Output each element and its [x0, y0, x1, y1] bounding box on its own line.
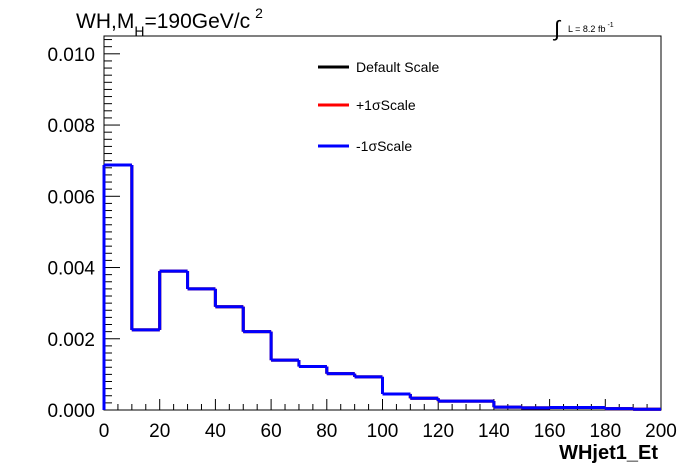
y-tick-label: 0.008	[47, 116, 95, 137]
x-tick-label: 40	[205, 421, 226, 442]
y-tick-label: 0.010	[47, 45, 95, 66]
y-tick-label: 0.002	[47, 330, 95, 351]
y-tick-label: 0.004	[47, 259, 95, 280]
legend-label: Default Scale	[356, 59, 439, 75]
title-subscript: H	[134, 23, 144, 39]
lumi-label: L = 8.2 fb -1	[568, 22, 614, 34]
x-tick-label: 100	[367, 421, 399, 442]
x-tick-label: 0	[99, 421, 110, 442]
x-axis-label: WHjet1_Et	[559, 442, 658, 464]
series-2	[102, 163, 661, 411]
x-tick-label: 200	[645, 421, 677, 442]
title-prefix: WH,M	[76, 10, 134, 33]
legend-label: +1σScale	[356, 97, 416, 113]
axes: 0 20 40 60 80 100 120 140 160 180 200 0.000 0.002 0.0…	[47, 39, 677, 442]
title-superscript: 2	[255, 5, 263, 21]
integral-sign: ∫	[552, 16, 562, 41]
x-tick-label: 80	[316, 421, 337, 442]
y-tick-label: 0.006	[47, 187, 95, 208]
x-tick-label: 160	[534, 421, 566, 442]
y-tick-label: 0.000	[47, 401, 95, 422]
series-layer	[102, 163, 661, 411]
legend-label: -1σScale	[356, 138, 412, 154]
x-tick-label: 60	[261, 421, 282, 442]
lumi-superscript: -1	[607, 22, 613, 29]
x-tick-label: 120	[422, 421, 454, 442]
x-tick-label: 180	[589, 421, 621, 442]
x-tick-label: 20	[149, 421, 170, 442]
plot-frame	[103, 35, 662, 411]
x-tick-label: 140	[478, 421, 510, 442]
legend: Default Scale +1σScale -1σScale	[318, 59, 439, 154]
title-suffix: =190GeV/c	[144, 10, 250, 33]
chart-title: WH,MH=190GeV/c 2	[76, 5, 263, 39]
lumi-text: L = 8.2 fb	[568, 24, 605, 34]
